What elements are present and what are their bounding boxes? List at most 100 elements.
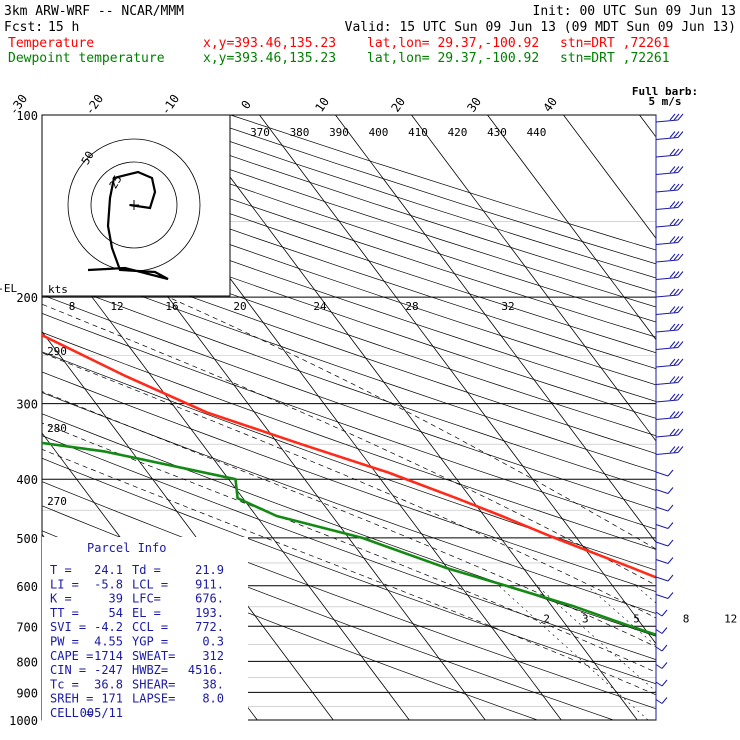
wind-barb-flag — [673, 201, 680, 208]
wind-barb — [655, 574, 674, 582]
parcel-row-10-col-0: CELL = — [50, 706, 93, 720]
wind-barb-shaft — [655, 681, 663, 687]
init-time: Init: 00 UTC Sun 09 Jun 13 — [533, 4, 737, 19]
wind-barb-shaft — [655, 259, 679, 263]
wind-barb — [655, 148, 684, 158]
dry-adiabat-270 — [42, 481, 656, 710]
parcel-row-6-col-3: 312 — [202, 649, 224, 663]
wind-barb-shaft — [655, 629, 663, 634]
wind-barb-flag — [661, 644, 668, 652]
wind-barb-flag — [677, 306, 684, 313]
wind-barb-flag — [673, 148, 680, 156]
wind-barb — [655, 323, 684, 333]
wind-barb-flag — [677, 393, 684, 401]
wind-barb-flag — [673, 113, 680, 121]
moist-adiabat-12 — [42, 391, 656, 648]
wind-barb-shaft — [655, 594, 669, 599]
pressure-label-1000: 1000 — [9, 714, 38, 728]
wind-barb — [655, 627, 668, 634]
isotherm--10 — [183, 115, 638, 720]
parcel-row-5-col-2: YGP = — [132, 635, 168, 649]
wind-barb-flag — [667, 539, 674, 547]
wind-barb-flag — [673, 271, 680, 278]
parcel-row-4-col-3: 772. — [195, 620, 224, 634]
moist-adiabat-0 — [42, 449, 656, 696]
wind-barb-shaft — [655, 471, 669, 477]
dry-adiabat-400 — [42, 224, 656, 437]
hodo-scale-label-28: 28 — [405, 300, 418, 313]
wind-barb-shaft — [655, 137, 679, 140]
wind-barb-shaft — [655, 576, 669, 582]
parcel-row-6-col-2: SWEAT= — [132, 649, 175, 663]
wind-barb-flag — [677, 218, 684, 226]
wind-barb-flag — [677, 411, 684, 418]
mixing-ratio-label-3: 3 — [582, 612, 589, 625]
hodo-scale-label-8: 8 — [69, 300, 76, 313]
wind-barb-shaft — [655, 242, 679, 245]
wind-barb-flag — [673, 446, 680, 453]
wind-barb-shaft — [655, 506, 669, 512]
parcel-row-7-col-1: -247 — [94, 663, 123, 677]
hodo-scale-label-24: 24 — [313, 300, 327, 313]
dry-adiabat-520 — [230, 115, 656, 251]
wind-barb-shaft — [655, 172, 679, 175]
wind-barb — [655, 201, 684, 210]
wind-barb-flag — [673, 236, 680, 243]
wind-barb — [655, 411, 684, 420]
wind-barb-flag — [673, 288, 680, 296]
isotherm-0 — [259, 115, 656, 645]
pressure-label-700: 700 — [16, 620, 38, 634]
parcel-row-7-col-2: HWBZ= — [132, 663, 168, 677]
wind-barb-flag — [669, 323, 676, 331]
wind-barb — [655, 592, 674, 599]
wind-barb-shaft — [655, 664, 663, 669]
wind-barb — [655, 539, 674, 547]
dry-adiabat-510 — [191, 115, 656, 265]
dry-adiabat-360 — [42, 294, 656, 510]
legend-temperature-coords: x,y=393.46,135.23 — [203, 36, 336, 51]
parcel-row-9-col-2: LAPSE= — [132, 692, 175, 706]
dry-adiabat-420 — [42, 192, 656, 402]
wind-barb-flag — [677, 166, 684, 173]
parcel-row-2-col-2: LFC= — [132, 592, 161, 606]
wind-barb — [655, 557, 674, 564]
dry-adiabat-410 — [42, 208, 656, 419]
isotherm-label--10: -10 — [158, 92, 182, 118]
isotherm-label-0: 0 — [238, 98, 254, 112]
isotherm-label--20: -20 — [82, 92, 106, 118]
mixing-ratio-label-5: 5 — [633, 612, 640, 625]
parcel-row-5-col-0: PW = — [50, 635, 79, 649]
wind-barb — [655, 644, 668, 652]
pressure-label-200: 200 — [16, 291, 38, 305]
wind-barb-flag — [669, 201, 676, 208]
wind-barb-flag — [677, 323, 684, 331]
parcel-row-1-col-3: 911. — [195, 577, 224, 591]
wind-barb-flag — [669, 131, 676, 138]
theta-label-410: 410 — [408, 126, 428, 139]
wind-barb-flag — [677, 113, 684, 121]
wind-barb-shaft — [655, 277, 679, 280]
parcel-row-9-col-0: SREH = — [50, 692, 93, 706]
wind-barb-flag — [661, 609, 668, 617]
parcel-row-9-col-3: 8.0 — [202, 692, 224, 706]
wind-barb-flag — [677, 341, 684, 348]
moist-adiabat-18 — [42, 352, 656, 619]
theta-label-370: 370 — [250, 126, 270, 139]
wind-barb — [655, 393, 684, 403]
parcel-row-2-col-1: 39 — [109, 592, 123, 606]
wind-barb-flag — [673, 428, 680, 436]
parcel-row-8-col-3: 38. — [202, 677, 224, 691]
parcel-row-1-col-0: LI = — [50, 577, 79, 591]
wind-barb-shaft — [655, 541, 669, 547]
parcel-row-0-col-1: 24.1 — [94, 563, 123, 577]
hodograph-ring-inner — [90, 161, 178, 249]
parcel-row-6-col-1: 1714 — [94, 649, 123, 663]
moist-adiabat-label-290: 290 — [47, 345, 67, 358]
parcel-row-3-col-2: EL = — [132, 606, 161, 620]
parcel-row-10-col-1: 005/11 — [80, 706, 123, 720]
parcel-row-0-col-0: T = — [50, 563, 72, 577]
wind-barb-flag — [661, 627, 668, 634]
hodograph-trace — [87, 170, 169, 281]
dewpoint-profile — [42, 441, 656, 637]
wind-barb-flag — [669, 306, 676, 313]
